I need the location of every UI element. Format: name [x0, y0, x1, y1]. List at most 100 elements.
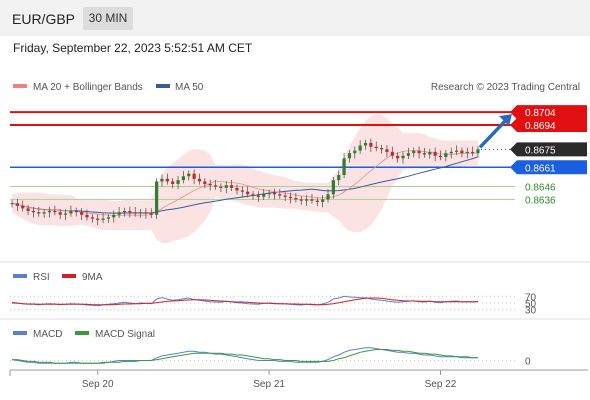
legend-swatch-macd-signal [75, 331, 89, 335]
legend-label-rsi: RSI [33, 272, 50, 283]
candle-body [187, 173, 191, 177]
credit-text: Research © 2023 Trading Central [431, 82, 580, 93]
candle-body [219, 186, 223, 188]
resistance-level-tag [510, 105, 587, 120]
candle-body [149, 213, 153, 215]
candle-body [428, 151, 432, 155]
candle-body [406, 153, 410, 156]
ma20-line [11, 150, 479, 216]
candle-body [353, 150, 357, 154]
macd-plot: 0 [10, 347, 531, 368]
candle-body [63, 213, 68, 215]
forecast-arrow-head [499, 114, 512, 127]
legend-label-macd: MACD [33, 329, 62, 340]
legend-swatch-macd [13, 331, 27, 335]
main-legend: MA 20 + Bollinger Bands MA 50 [13, 82, 204, 93]
candle-body [272, 192, 277, 195]
candle-body [10, 203, 14, 205]
candle-body [122, 210, 127, 213]
macd-tick-label: 0 [525, 357, 531, 368]
candle-body [90, 217, 94, 219]
rsi-line [11, 295, 479, 307]
candle-body [476, 149, 480, 154]
x-axis: Sep 20 Sep 21 Sep 22 [9, 370, 457, 390]
legend-label-ma50: MA 50 [175, 82, 204, 93]
candle-body [246, 191, 250, 195]
candle-body [396, 155, 400, 159]
resistance-level-label: 0.8694 [525, 121, 556, 132]
candle-body [465, 151, 469, 154]
candle-body [283, 195, 287, 197]
x-tick-label: Sep 22 [425, 379, 457, 390]
candle-body [181, 176, 186, 181]
legend-label-9ma: 9MA [82, 272, 103, 283]
candle-body [417, 150, 421, 154]
candle-body [31, 210, 36, 213]
candle-body [454, 150, 459, 152]
candle-body [385, 149, 389, 152]
candle-body [155, 181, 159, 215]
current-level-tag [510, 142, 587, 157]
candle-body [240, 190, 244, 192]
candle-body [101, 218, 105, 220]
candle-body [390, 151, 394, 156]
candle-body [299, 199, 303, 201]
candle-body [342, 158, 346, 175]
candle-body [369, 142, 373, 147]
candle-body [262, 194, 266, 197]
resistance-level-tag [510, 117, 587, 132]
candle-body [138, 212, 143, 214]
candle-body [171, 181, 175, 184]
candle-body [288, 196, 293, 199]
candle-body [85, 214, 89, 218]
candle-body [208, 183, 212, 186]
candle-body [267, 192, 271, 195]
candle-body [15, 203, 19, 206]
forecast-arrow-shaft [478, 118, 508, 149]
candle-body [315, 200, 319, 202]
support-level-label: 0.8636 [525, 195, 556, 206]
resistance-level-label: 0.8704 [525, 108, 556, 119]
candle-body [304, 199, 309, 201]
candle-body [251, 194, 255, 196]
candle-body [106, 217, 111, 219]
candle-body [326, 194, 330, 200]
candle-body [112, 214, 116, 218]
candle-body [213, 185, 218, 187]
candle-body [74, 210, 78, 213]
candle-body [235, 187, 239, 191]
legend-swatch-bollinger [13, 84, 27, 88]
candle-body [96, 218, 100, 220]
candle-body [176, 180, 180, 184]
candle-body [53, 210, 57, 213]
candle-body [192, 173, 196, 179]
candle-body [294, 198, 298, 200]
pivot-level-label: 0.8661 [525, 163, 556, 174]
x-tick-label: Sep 20 [82, 379, 114, 390]
interval-button[interactable]: 30 MIN [83, 7, 133, 30]
candle-body [47, 210, 52, 213]
pivot-level-tag [510, 160, 587, 175]
candle-body [422, 153, 427, 155]
rsi-tick-label: 50 [525, 299, 537, 310]
candle-body [128, 210, 132, 213]
candle-body [160, 178, 164, 182]
candle-body [438, 155, 443, 158]
legend-swatch-rsi [13, 274, 27, 278]
candle-body [449, 151, 453, 154]
rsi-tick-label: 70 [525, 292, 537, 303]
candle-body [117, 212, 121, 215]
candle-body [256, 195, 260, 197]
candle-body [321, 199, 325, 202]
candle-body [133, 212, 137, 214]
legend-swatch-9ma [62, 274, 76, 278]
x-tick-label: Sep 21 [253, 379, 285, 390]
datetime-label: Friday, September 22, 2023 5:52:51 AM CE… [13, 41, 253, 55]
candle-body [144, 212, 148, 214]
legend-label-bollinger: MA 20 + Bollinger Bands [33, 82, 143, 93]
candle-body [337, 175, 341, 181]
bollinger-band-area [12, 114, 478, 243]
